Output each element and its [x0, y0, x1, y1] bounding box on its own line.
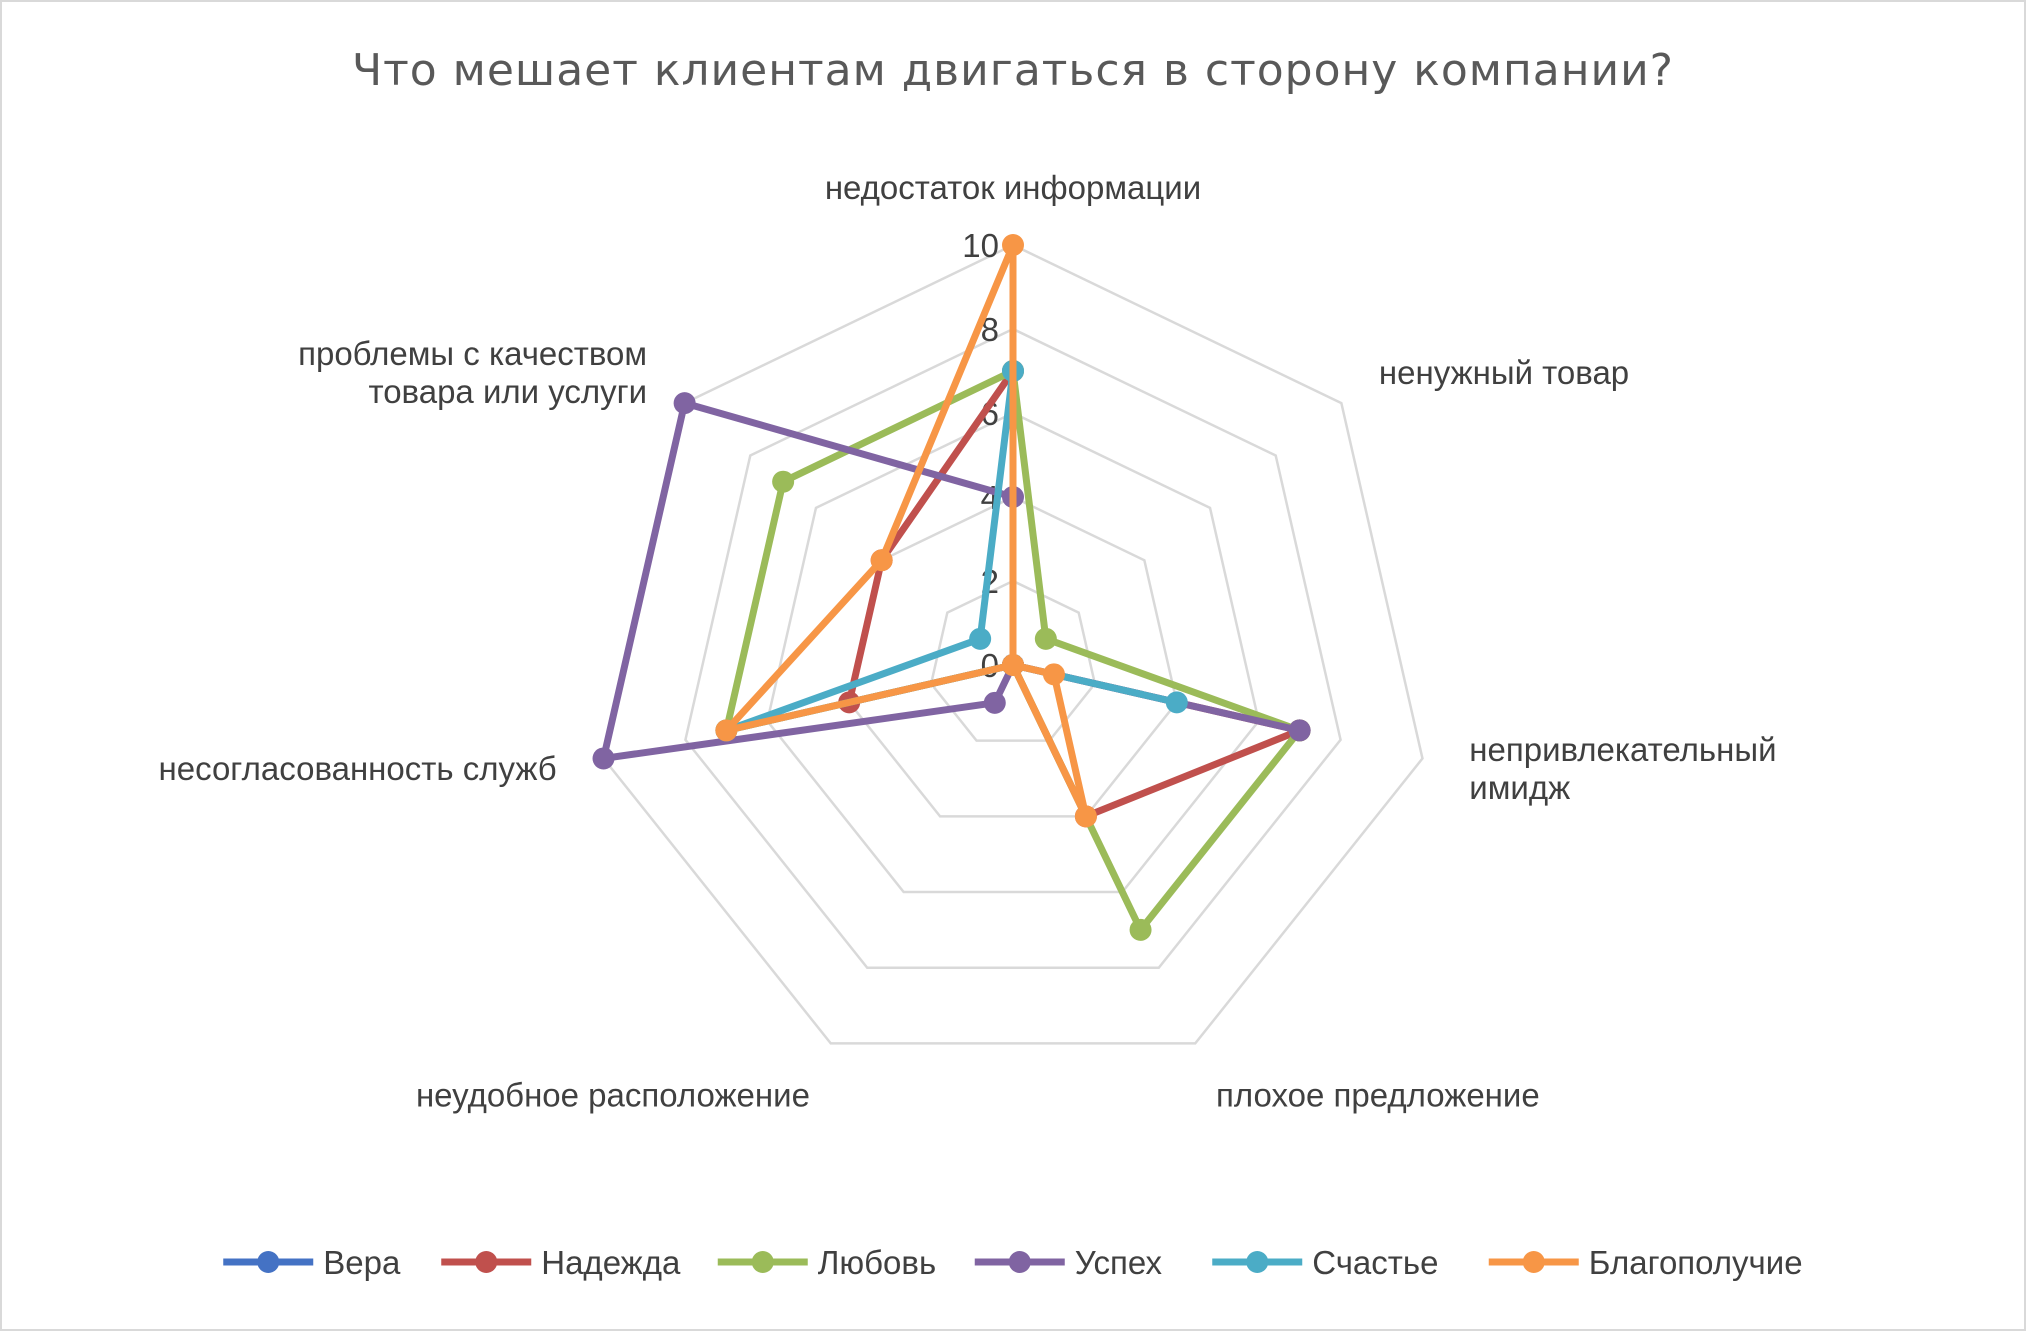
data-point — [1002, 654, 1024, 676]
data-point — [592, 747, 615, 770]
category-label: недостаток информации — [825, 169, 1201, 206]
legend-item: Любовь — [717, 1244, 936, 1281]
series-Счастье — [715, 360, 1188, 742]
data-point — [870, 549, 893, 572]
legend-item: Надежда — [441, 1244, 681, 1281]
data-point — [1288, 719, 1311, 742]
category-label: неудобное расположение — [416, 1077, 810, 1114]
legend-swatch-marker — [257, 1251, 280, 1273]
legend-label: Вера — [323, 1244, 401, 1281]
legend-label: Счастье — [1312, 1244, 1438, 1281]
data-point — [772, 470, 795, 493]
legend: Вера Надежда Любовь Успех Счастье Благополучи… — [223, 1244, 1803, 1281]
series-group — [592, 234, 1311, 941]
data-point — [983, 691, 1006, 714]
category-label: плохое предложение — [1216, 1077, 1540, 1114]
legend-swatch-marker — [1522, 1251, 1545, 1273]
legend-item: Счастье — [1212, 1244, 1438, 1281]
grid-ring — [929, 579, 1097, 742]
legend-item: Благополучие — [1488, 1244, 1803, 1281]
legend-swatch-marker — [1008, 1251, 1031, 1273]
legend-swatch-marker — [475, 1251, 498, 1273]
tick-label: 6 — [981, 395, 999, 432]
grid-ring — [765, 411, 1261, 894]
legend-swatch-marker — [751, 1251, 774, 1273]
category-label: проблемы с качеством товара или услуги — [298, 335, 647, 410]
data-point — [1034, 627, 1057, 650]
category-label: ненужный товар — [1379, 354, 1629, 391]
series-Благополучие — [715, 234, 1097, 828]
data-point — [715, 719, 738, 742]
data-point — [1165, 691, 1188, 714]
chart-title: Что мешает клиентам двигаться в сторону … — [352, 45, 1674, 96]
legend-swatch-marker — [1246, 1251, 1269, 1273]
legend-label: Благополучие — [1589, 1244, 1803, 1281]
grid-ring — [684, 327, 1342, 969]
legend-item: Успех — [974, 1244, 1163, 1281]
legend-label: Надежда — [541, 1244, 681, 1281]
legend-label: Успех — [1075, 1244, 1163, 1281]
data-point — [673, 392, 696, 415]
data-point — [1002, 234, 1024, 256]
data-point — [1129, 918, 1152, 941]
legend-item: Вера — [223, 1244, 401, 1281]
category-labels: недостаток информации ненужный товар непри… — [159, 169, 1777, 1114]
tick-label: 10 — [962, 227, 999, 264]
legend-label: Любовь — [818, 1244, 936, 1281]
category-label: непривлекательный имидж — [1469, 731, 1776, 806]
series-Успех — [592, 392, 1311, 770]
data-point — [969, 627, 992, 650]
category-label: несогласованность служб — [159, 750, 557, 787]
data-point — [1074, 805, 1097, 828]
data-point — [1042, 663, 1065, 686]
